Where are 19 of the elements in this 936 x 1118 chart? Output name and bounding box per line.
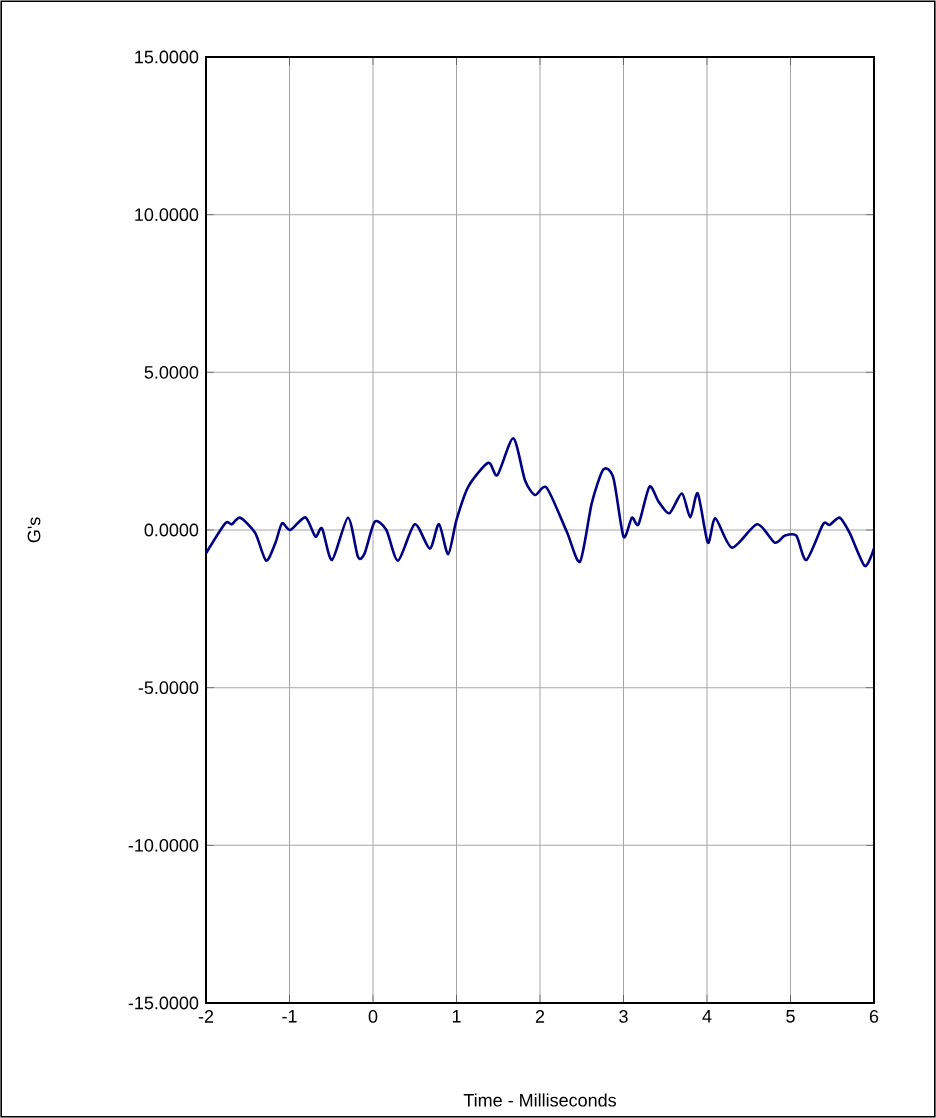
x-tick-label: 5: [786, 1010, 795, 1023]
x-tick-label: 4: [702, 1010, 712, 1023]
x-tick-label: 1: [452, 1010, 461, 1023]
y-tick-label: 5.0000: [144, 365, 199, 379]
y-tick-label: -10.0000: [128, 838, 199, 852]
x-tick-label: 6: [869, 1010, 879, 1023]
x-tick-label: -2: [198, 1010, 214, 1023]
x-axis-title: Time - Milliseconds: [463, 1093, 616, 1107]
y-tick-label: 15.0000: [135, 50, 199, 64]
y-axis-title: G's: [27, 517, 41, 543]
y-tick-label: -5.0000: [138, 681, 199, 695]
y-tick-label: 0.0000: [144, 523, 199, 537]
y-tick-label: -15.0000: [128, 996, 199, 1010]
y-tick-label: 10.0000: [135, 208, 199, 222]
x-tick-label: 2: [535, 1010, 545, 1023]
x-tick-label: -1: [282, 1010, 297, 1023]
x-tick-label: 3: [619, 1010, 628, 1023]
line-series: [206, 436, 874, 568]
x-tick-label: 0: [368, 1010, 378, 1023]
